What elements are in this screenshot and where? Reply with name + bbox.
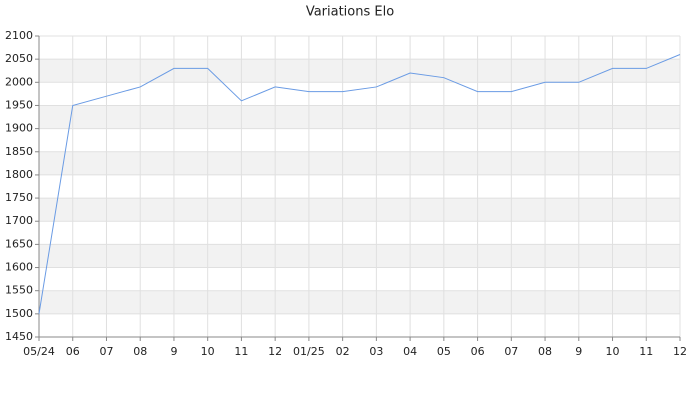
x-tick-label: 02 bbox=[336, 345, 350, 358]
x-tick-label: 08 bbox=[133, 345, 147, 358]
x-tick-label: 06 bbox=[66, 345, 80, 358]
x-tick-label: 9 bbox=[170, 345, 177, 358]
x-tick-label: 07 bbox=[504, 345, 518, 358]
x-tick-label: 10 bbox=[201, 345, 215, 358]
grid-band bbox=[39, 290, 680, 314]
y-tick-label: 1750 bbox=[5, 191, 33, 204]
y-tick-label: 1650 bbox=[5, 237, 33, 250]
x-tick-label: 11 bbox=[639, 345, 653, 358]
y-tick-label: 1550 bbox=[5, 284, 33, 297]
y-tick-label: 2100 bbox=[5, 29, 33, 42]
y-tick-label: 1850 bbox=[5, 145, 33, 158]
x-tick-label: 08 bbox=[538, 345, 552, 358]
y-tick-label: 1600 bbox=[5, 261, 33, 274]
x-tick-label: 05 bbox=[437, 345, 451, 358]
grid-band bbox=[39, 151, 680, 175]
x-tick-label: 12 bbox=[268, 345, 282, 358]
x-tick-label: 04 bbox=[403, 345, 417, 358]
x-tick-label: 03 bbox=[369, 345, 383, 358]
x-tick-label: 10 bbox=[606, 345, 620, 358]
grid-band bbox=[39, 59, 680, 83]
y-tick-label: 1450 bbox=[5, 330, 33, 343]
grid-band bbox=[39, 244, 680, 268]
y-tick-label: 1700 bbox=[5, 214, 33, 227]
x-tick-label: 9 bbox=[575, 345, 582, 358]
x-tick-label: 07 bbox=[99, 345, 113, 358]
y-tick-label: 2000 bbox=[5, 75, 33, 88]
y-tick-label: 1900 bbox=[5, 122, 33, 135]
y-tick-label: 1800 bbox=[5, 168, 33, 181]
grid-band bbox=[39, 105, 680, 129]
x-tick-label: 06 bbox=[471, 345, 485, 358]
x-tick-label: 01/25 bbox=[293, 345, 325, 358]
y-tick-label: 1500 bbox=[5, 307, 33, 320]
y-tick-label: 1950 bbox=[5, 98, 33, 111]
x-tick-label: 11 bbox=[234, 345, 248, 358]
line bbox=[38, 54, 681, 314]
grid-band bbox=[39, 198, 680, 222]
chart-title: Variations Elo bbox=[306, 5, 394, 20]
y-tick-label: 2050 bbox=[5, 52, 33, 65]
x-tick-label: 05/24 bbox=[23, 345, 55, 358]
x-tick-label: 12 bbox=[673, 345, 687, 358]
